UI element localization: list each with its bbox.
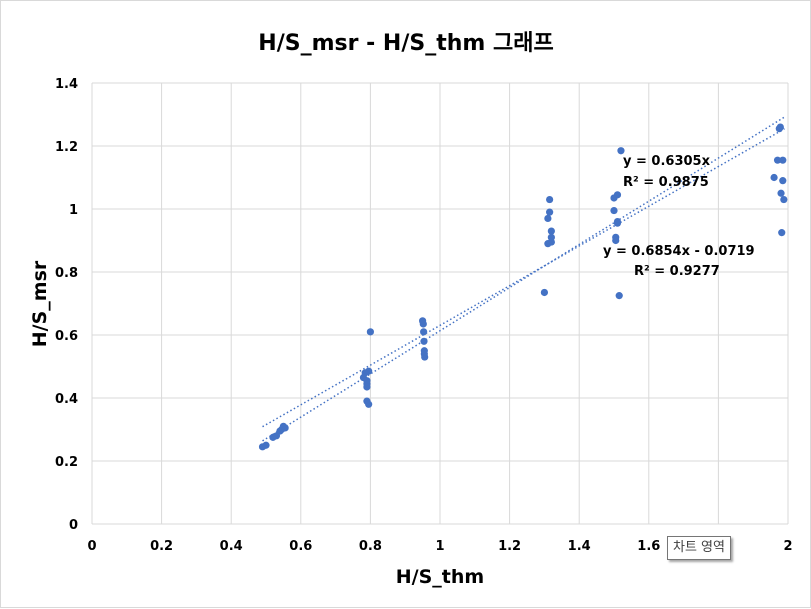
- y-tick-label: 0.8: [55, 266, 78, 281]
- y-tick-label: 0.2: [55, 455, 78, 470]
- data-point: [420, 328, 428, 336]
- data-point: [365, 367, 373, 375]
- data-point: [773, 156, 782, 164]
- data-point: [363, 377, 371, 385]
- data-point: [776, 123, 784, 131]
- x-tick-label: 1.2: [498, 539, 521, 554]
- y-axis-title: H/S_msr: [29, 260, 51, 347]
- data-point: [547, 227, 555, 235]
- x-tick-label: 1.6: [637, 539, 660, 554]
- data-points: [258, 123, 788, 451]
- tick-labels: 00.20.40.60.811.21.41.61.8200.20.40.60.8…: [55, 77, 793, 554]
- data-point: [779, 177, 787, 185]
- y-tick-label: 0: [69, 518, 78, 533]
- data-point: [366, 328, 374, 336]
- data-point: [779, 156, 787, 164]
- y-tick-label: 1.4: [55, 77, 78, 92]
- x-tick-label: 0.2: [150, 539, 173, 554]
- data-point: [546, 195, 554, 204]
- data-point: [547, 238, 555, 246]
- x-tick-label: 1.4: [568, 539, 591, 554]
- chart-area-tooltip: 차트 영역: [667, 536, 731, 560]
- trendline-1-r2: R² = 0.9875: [623, 175, 709, 190]
- trendline-1-equation: y = 0.6305x: [623, 154, 711, 169]
- y-tick-label: 0.4: [55, 392, 78, 407]
- trendline-2-r2: R² = 0.9277: [634, 264, 720, 279]
- x-tick-label: 0: [87, 539, 96, 554]
- data-point: [778, 229, 786, 237]
- data-point: [612, 236, 620, 245]
- data-point: [365, 400, 373, 408]
- x-tick-label: 0.6: [289, 539, 312, 554]
- data-point: [420, 337, 428, 345]
- data-point: [613, 219, 622, 227]
- data-point: [421, 353, 429, 361]
- data-point: [544, 214, 552, 223]
- chart-title: H/S_msr - H/S_thm 그래프: [258, 31, 553, 56]
- data-point: [615, 292, 623, 300]
- x-tick-label: 0.4: [220, 539, 243, 554]
- trendline-1: [262, 128, 785, 428]
- gridlines: [91, 82, 789, 525]
- data-point: [617, 147, 625, 155]
- data-point: [419, 320, 427, 328]
- x-tick-label: 1: [435, 539, 444, 554]
- x-tick-label: 2: [783, 539, 792, 554]
- y-tick-label: 0.6: [55, 329, 78, 344]
- y-tick-label: 1.2: [55, 140, 78, 155]
- data-point: [613, 191, 622, 199]
- y-tick-label: 1: [69, 203, 78, 218]
- trendlines: [262, 116, 785, 442]
- data-point: [540, 288, 549, 297]
- data-point: [770, 173, 778, 182]
- data-point: [363, 383, 371, 391]
- data-point: [777, 189, 785, 197]
- data-point: [262, 441, 270, 449]
- x-axis-title: H/S_thm: [396, 566, 484, 588]
- x-tick-label: 0.8: [359, 539, 382, 554]
- data-point: [281, 424, 289, 432]
- data-point: [610, 206, 618, 215]
- data-point: [780, 195, 788, 204]
- trendline-2-equation: y = 0.6854x - 0.0719: [603, 244, 755, 259]
- data-point: [546, 208, 554, 216]
